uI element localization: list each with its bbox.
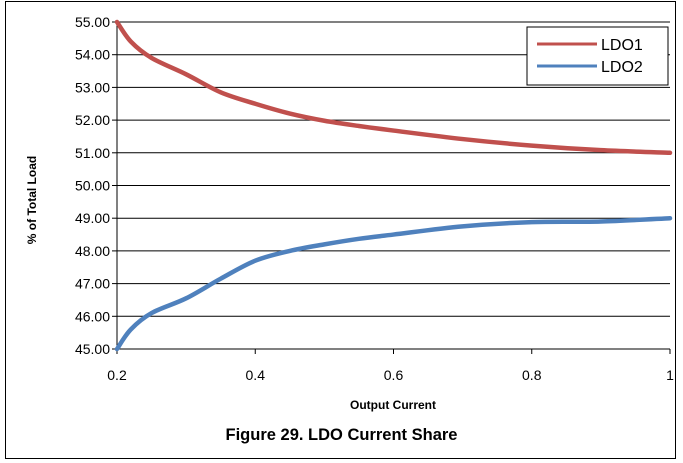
x-tick-label: 1 xyxy=(666,367,674,383)
x-tick-label: 0.2 xyxy=(107,367,127,383)
x-axis-title: Output Current xyxy=(350,398,436,412)
series-line-ldo2 xyxy=(114,215,673,352)
y-tick-label: 47.00 xyxy=(75,276,110,292)
y-tick-label: 53.00 xyxy=(75,79,110,95)
y-tick-label: 50.00 xyxy=(75,178,110,194)
y-axis-ticks: 45.00 46.00 47.00 48.00 49.00 50.00 51.00 52.00… xyxy=(75,14,117,357)
y-tick-label: 55.00 xyxy=(75,14,110,30)
y-tick-label: 51.00 xyxy=(75,145,110,161)
x-tick-label: 0.6 xyxy=(384,367,404,383)
y-tick-label: 49.00 xyxy=(75,210,110,226)
legend-label-ldo2: LDO2 xyxy=(601,59,643,76)
legend-label-ldo1: LDO1 xyxy=(601,37,643,54)
y-axis-title: % of Total Load xyxy=(25,156,39,244)
legend: LDO1 LDO2 xyxy=(526,26,669,86)
x-axis-ticks: 0.2 0.4 0.6 0.8 1 xyxy=(107,349,674,383)
x-tick-label: 0.8 xyxy=(522,367,542,383)
y-tick-label: 45.00 xyxy=(75,341,110,357)
y-tick-label: 52.00 xyxy=(75,112,110,128)
y-tick-label: 54.00 xyxy=(75,47,110,63)
series-line-ldo1 xyxy=(114,19,673,156)
chart: 45.00 46.00 47.00 48.00 49.00 50.00 51.00 52.00… xyxy=(25,14,674,412)
y-tick-label: 48.00 xyxy=(75,243,110,259)
y-tick-label: 46.00 xyxy=(75,308,110,324)
legend-box xyxy=(526,26,669,86)
series-lines xyxy=(114,19,673,352)
figure-caption: Figure 29. LDO Current Share xyxy=(225,426,458,444)
x-tick-label: 0.4 xyxy=(246,367,266,383)
